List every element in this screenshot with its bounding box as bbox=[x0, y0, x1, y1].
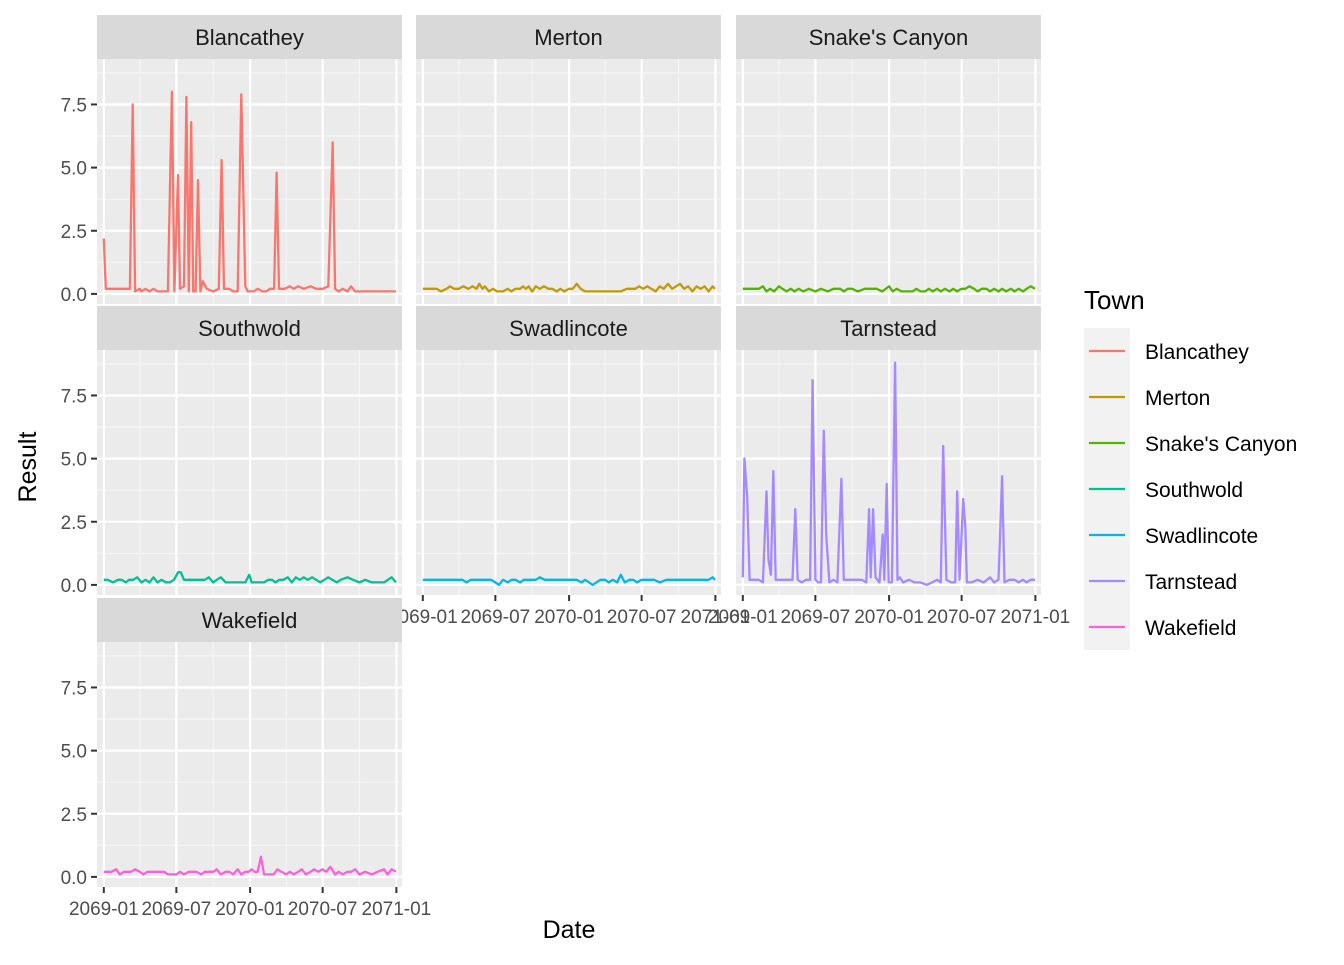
y-tick-label: 2.5 bbox=[61, 513, 87, 534]
legend: Town Blancathey Merton Snake's Canyon Southw… bbox=[1084, 285, 1297, 650]
series-line bbox=[422, 282, 716, 293]
series-line bbox=[422, 573, 716, 587]
facet-panel: Southwold 0.0 2.5 5.0 7.5 bbox=[61, 306, 402, 597]
x-tick-label: 2070-07 bbox=[927, 607, 997, 628]
y-tick-label: 0.0 bbox=[61, 576, 87, 597]
x-tick-label: 2069-07 bbox=[780, 607, 850, 628]
legend-label: Tarnstead bbox=[1145, 571, 1237, 594]
x-tick-label: 2069-01 bbox=[708, 607, 778, 628]
y-tick-label: 2.5 bbox=[61, 222, 87, 243]
series-line bbox=[103, 855, 397, 876]
y-axis-title: Result bbox=[14, 432, 42, 503]
x-axis-title: Date bbox=[543, 916, 596, 944]
facet-strip-label: Blancathey bbox=[195, 25, 304, 50]
y-tick-label: 5.0 bbox=[61, 742, 87, 763]
facet-strip-label: Wakefield bbox=[202, 608, 298, 633]
series-line bbox=[742, 285, 1036, 293]
y-tick-label: 5.0 bbox=[61, 159, 87, 180]
legend-label: Blancathey bbox=[1145, 341, 1249, 364]
x-tick-label: 2070-01 bbox=[854, 607, 924, 628]
x-tick-label: 2069-07 bbox=[141, 899, 211, 920]
facet-strip bbox=[416, 15, 721, 59]
facet-strip bbox=[416, 306, 721, 350]
facet-strip bbox=[736, 15, 1041, 59]
y-tick-label: 7.5 bbox=[61, 95, 87, 116]
legend-label: Merton bbox=[1145, 387, 1210, 410]
facet-strip bbox=[736, 306, 1041, 350]
y-tick-label: 2.5 bbox=[61, 805, 87, 826]
x-tick-label: 2069-01 bbox=[69, 899, 139, 920]
facet-panel: Swadlincote 2069-01 2069-07 2070-01 2070-07 2… bbox=[388, 306, 750, 628]
y-tick-label: 7.5 bbox=[61, 678, 87, 699]
x-tick-label: 2069-01 bbox=[388, 607, 458, 628]
legend-item: Blancathey bbox=[1089, 341, 1249, 364]
legend-label: Snake's Canyon bbox=[1145, 433, 1297, 456]
facet-panel: Merton bbox=[416, 15, 721, 304]
legend-item: Swadlincote bbox=[1089, 525, 1258, 548]
x-tick-label: 2070-01 bbox=[534, 607, 604, 628]
legend-item: Southwold bbox=[1089, 479, 1243, 502]
legend-item: Merton bbox=[1089, 387, 1210, 410]
facet-strip-label: Tarnstead bbox=[840, 316, 937, 341]
y-tick-label: 0.0 bbox=[61, 285, 87, 306]
legend-title: Town bbox=[1084, 285, 1145, 315]
facet-strip-label: Snake's Canyon bbox=[809, 25, 969, 50]
legend-label: Wakefield bbox=[1145, 617, 1236, 640]
x-tick-label: 2070-07 bbox=[607, 607, 677, 628]
legend-item: Wakefield bbox=[1089, 617, 1236, 640]
facet-strip bbox=[97, 15, 402, 59]
legend-label: Swadlincote bbox=[1145, 525, 1258, 548]
x-tick-label: 2069-07 bbox=[460, 607, 530, 628]
facet-panel: Tarnstead 2069-01 2069-07 2070-01 2070-07 207… bbox=[708, 306, 1070, 628]
facet-strip-label: Swadlincote bbox=[509, 316, 628, 341]
legend-item: Snake's Canyon bbox=[1089, 433, 1297, 456]
series-line bbox=[102, 90, 396, 293]
y-tick-label: 0.0 bbox=[61, 868, 87, 889]
x-tick-label: 2070-07 bbox=[288, 899, 358, 920]
facet-strip-label: Southwold bbox=[198, 316, 301, 341]
legend-item: Tarnstead bbox=[1089, 571, 1237, 594]
x-tick-label: 2071-01 bbox=[1001, 607, 1071, 628]
series-line bbox=[741, 361, 1035, 587]
y-tick-label: 7.5 bbox=[61, 386, 87, 407]
x-tick-label: 2071-01 bbox=[681, 607, 751, 628]
facet-strip bbox=[97, 306, 402, 350]
x-tick-label: 2071-01 bbox=[362, 899, 432, 920]
series-line bbox=[103, 571, 397, 584]
y-tick-label: 5.0 bbox=[61, 450, 87, 471]
facet-panel: Blancathey 0.0 2.5 5.0 7.5 bbox=[61, 15, 402, 306]
legend-label: Southwold bbox=[1145, 479, 1243, 502]
facet-strip bbox=[97, 598, 402, 642]
facet-panel: Snake's Canyon bbox=[736, 15, 1041, 304]
facet-strip-label: Merton bbox=[534, 25, 602, 50]
x-tick-label: 2070-01 bbox=[215, 899, 285, 920]
